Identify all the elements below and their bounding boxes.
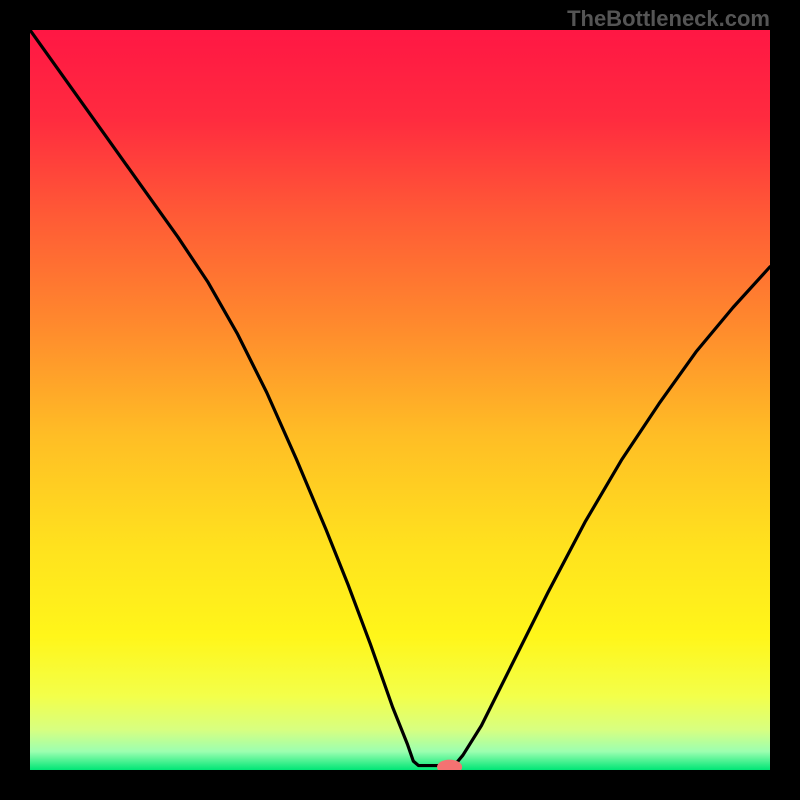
attribution-watermark: TheBottleneck.com	[567, 6, 770, 32]
chart-svg	[30, 30, 770, 770]
chart-background	[30, 30, 770, 770]
chart-frame: TheBottleneck.com	[0, 0, 800, 800]
plot-area	[30, 30, 770, 770]
